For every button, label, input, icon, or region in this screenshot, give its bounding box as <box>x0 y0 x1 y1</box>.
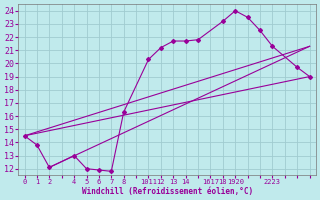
X-axis label: Windchill (Refroidissement éolien,°C): Windchill (Refroidissement éolien,°C) <box>82 187 253 196</box>
